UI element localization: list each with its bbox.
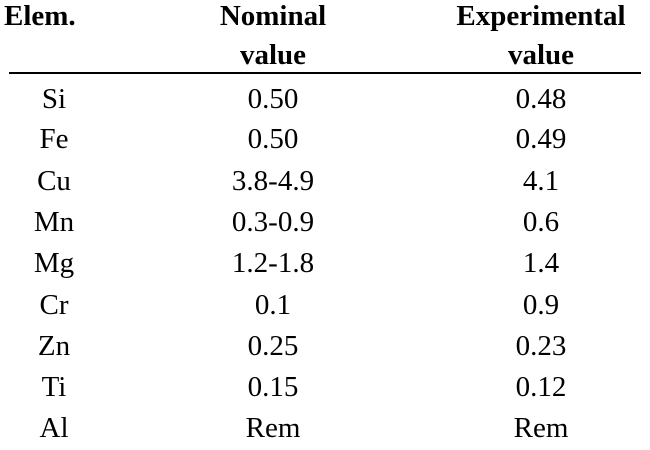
row-experimental: 0.48 xyxy=(515,83,567,115)
row-experimental: 1.4 xyxy=(522,247,560,279)
header-nominal-line2: value xyxy=(239,39,307,71)
row-element: Mn xyxy=(33,206,75,238)
row-experimental: 0.12 xyxy=(515,371,567,403)
header-experimental-line1: Experimental xyxy=(456,0,626,32)
row-nominal: 0.50 xyxy=(247,123,299,155)
row-nominal: 3.8-4.9 xyxy=(231,165,315,197)
row-element: Ti xyxy=(41,371,67,403)
row-element: Cr xyxy=(39,289,69,321)
row-element: Si xyxy=(41,83,67,115)
row-element: Fe xyxy=(39,123,69,155)
row-nominal: 0.1 xyxy=(254,289,292,321)
header-nominal-line1: Nominal xyxy=(219,0,327,32)
row-element: Mg xyxy=(33,247,75,279)
row-experimental: 0.6 xyxy=(522,206,560,238)
row-nominal: 0.15 xyxy=(247,371,299,403)
row-experimental: 0.49 xyxy=(515,123,567,155)
row-nominal: Rem xyxy=(245,412,301,444)
row-nominal: 1.2-1.8 xyxy=(231,247,315,279)
row-element: Al xyxy=(39,412,69,444)
row-nominal: 0.25 xyxy=(247,330,299,362)
row-experimental: 0.23 xyxy=(515,330,567,362)
row-experimental: 4.1 xyxy=(522,165,560,197)
row-element: Cu xyxy=(37,165,71,197)
row-experimental: 0.9 xyxy=(522,289,560,321)
row-element: Zn xyxy=(37,330,71,362)
header-element: Elem. xyxy=(4,0,76,32)
row-experimental: Rem xyxy=(513,412,569,444)
header-rule xyxy=(9,72,641,74)
row-nominal: 0.3-0.9 xyxy=(231,206,315,238)
row-nominal: 0.50 xyxy=(247,83,299,115)
header-experimental-line2: value xyxy=(507,39,575,71)
